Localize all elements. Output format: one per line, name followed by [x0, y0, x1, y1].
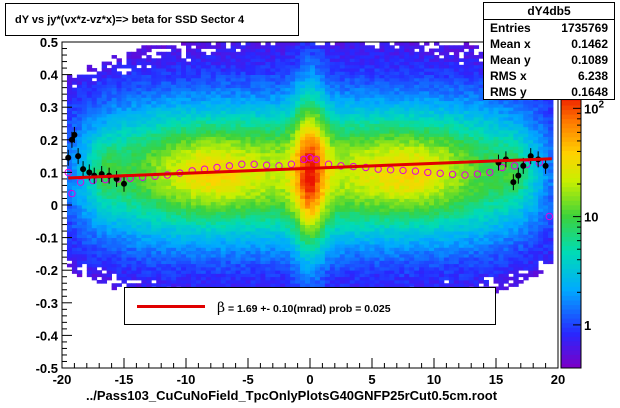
profile-point [542, 157, 549, 174]
gauss-point [424, 168, 432, 177]
y-tick-label: 0.1 [40, 165, 58, 180]
profile-point [527, 148, 534, 165]
profile-point [71, 126, 78, 143]
x-tick-label: -15 [115, 372, 134, 387]
fit-line [68, 157, 552, 180]
gauss-point [436, 169, 444, 178]
gauss-point [262, 161, 271, 169]
y-tick-label: -0.1 [36, 231, 58, 246]
x-axis-title: ../Pass103_CuCuNoField_TpcOnlyPlotsG40GN… [86, 388, 498, 403]
chart-axes: -20 -15 -10 -5 0 5 10 15 20 -0.5 -0.4 -0.3 -0.2 -0.1 0… [36, 35, 566, 387]
x-tick-label: 20 [551, 372, 565, 387]
stats-row-rms-y: RMS y 0.1648 [490, 85, 608, 99]
legend-fit-swatch [137, 305, 205, 308]
gauss-point [68, 189, 76, 198]
stats-row-mean-y: Mean y 0.1089 [490, 53, 608, 67]
beta-symbol: β [217, 300, 226, 316]
z-tick-label: 102 [584, 99, 604, 116]
profile-point [121, 175, 127, 192]
stats-row-rms-x: RMS x 6.238 [490, 69, 608, 83]
y-tick-label: -0.3 [36, 296, 58, 311]
profile-point [75, 148, 82, 165]
fit-legend: β = 1.69 +- 0.10(mrad) prob = 0.025 [124, 287, 496, 325]
x-tick-label: -10 [177, 372, 196, 387]
y-tick-label: 0.2 [40, 133, 58, 148]
gauss-point [312, 155, 320, 164]
gauss-point [399, 166, 407, 175]
gauss-point [225, 162, 234, 170]
gauss-point [76, 178, 85, 186]
z-tick-label: 1 [584, 318, 591, 333]
gauss-point [461, 171, 469, 179]
gauss-point [498, 163, 506, 172]
x-tick-label: -20 [53, 372, 72, 387]
chart-marks [64, 126, 554, 221]
x-tick-label: 15 [489, 372, 503, 387]
x-tick-label: -5 [242, 372, 254, 387]
y-tick-label: 0 [51, 198, 58, 213]
stats-box: dY4db5 Entries 1735769 Mean x 0.1462 Mean … [483, 2, 615, 100]
y-tick-label: 0.3 [40, 100, 58, 115]
legend-text: β = 1.69 +- 0.10(mrad) prob = 0.025 [217, 300, 391, 316]
stats-row-entries: Entries 1735769 [490, 21, 608, 35]
x-tick-label: 0 [306, 372, 313, 387]
y-tick-label: 0.4 [40, 68, 59, 83]
gauss-point [545, 212, 554, 221]
gauss-point [448, 170, 457, 179]
chart-title: dY vs jy*(vx*z-vz*x)=> beta for SSD Sect… [5, 3, 299, 36]
profile-point [80, 161, 87, 178]
gauss-point [411, 167, 420, 175]
gauss-point [287, 160, 296, 168]
gauss-point [510, 162, 519, 170]
y-tick-label: 0.5 [40, 35, 58, 50]
z-tick-label: 10 [584, 210, 598, 225]
profile-point [515, 167, 522, 184]
color-scale-bar: 1 10 102 [560, 95, 604, 369]
y-tick-label: -0.2 [36, 263, 58, 278]
gauss-point [250, 160, 258, 168]
profile-point [510, 174, 517, 191]
gauss-point [473, 170, 482, 178]
gauss-point [238, 160, 246, 168]
y-tick-label: -0.4 [36, 328, 59, 343]
stats-row-mean-x: Mean x 0.1462 [490, 37, 608, 51]
heatmap-cells [66, 42, 554, 323]
gauss-point [486, 168, 494, 177]
x-tick-label: 10 [427, 372, 441, 387]
y-tick-label: -0.5 [36, 361, 58, 376]
stats-name: dY4db5 [484, 3, 614, 20]
x-tick-label: 5 [368, 372, 375, 387]
